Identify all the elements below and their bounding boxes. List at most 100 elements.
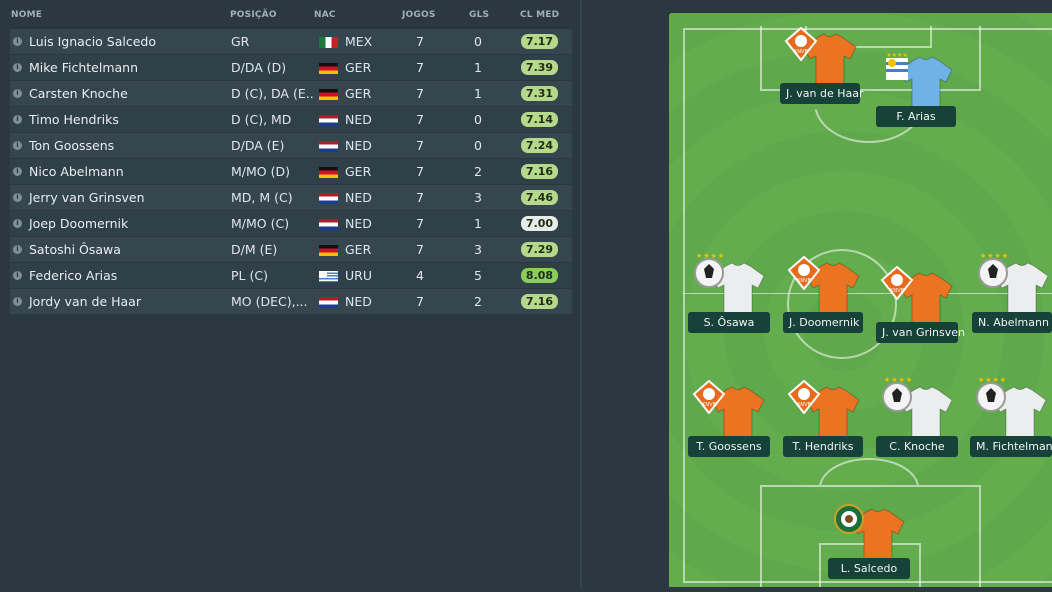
player-position: D (C), DA (E... [231,86,315,101]
pitch-player-name[interactable]: S. Ôsawa [688,312,770,333]
pitch-player-name[interactable]: J. Doomernik [783,312,863,333]
pitch-player[interactable]: ★★★★ M. Fichtelmann [970,376,1052,470]
table-row[interactable]: i Federico Arias PL (C) URU 4 5 8.08 [10,263,572,288]
pitch-player[interactable]: ★★★★ C. Knoche [876,376,966,470]
player-name[interactable]: Jordy van de Haar [29,294,141,309]
svg-text:KNVB: KNVB [797,402,811,408]
column-header-goals[interactable]: GLS [469,10,490,20]
auf-crest-icon: ★★★★ [880,50,914,84]
info-icon[interactable]: i [13,297,22,306]
ger-flag-icon [319,89,338,100]
player-nationality[interactable]: NED [345,112,372,127]
pitch-player-name[interactable]: M. Fichtelmann [970,436,1052,457]
player-name[interactable]: Carsten Knoche [29,86,128,101]
table-row[interactable]: i Nico Abelmann M/MO (D) GER 7 2 7.16 [10,159,572,184]
info-icon[interactable]: i [13,167,22,176]
info-icon[interactable]: i [13,89,22,98]
pitch-player[interactable]: KNVB J. van Grinsven [876,265,966,356]
player-nationality[interactable]: GER [345,164,372,179]
player-name[interactable]: Timo Hendriks [29,112,119,127]
table-row[interactable]: i Ton Goossens D/DA (E) NED 7 0 7.24 [10,133,572,158]
pitch-player[interactable]: L. Salcedo [828,502,918,592]
pitch-player-name[interactable]: F. Arias [876,106,956,127]
info-icon[interactable]: i [13,115,22,124]
star-rating-icon: ★★★★ [980,252,1010,260]
table-row[interactable]: i Carsten Knoche D (C), DA (E... GER 7 1 7.31 [10,81,572,106]
pitch-player[interactable]: KNVB J. Doomernik [783,255,873,346]
player-nationality[interactable]: MEX [345,34,373,49]
player-apps: 7 [416,34,424,49]
info-icon[interactable]: i [13,141,22,150]
player-name[interactable]: Mike Fichtelmann [29,60,139,75]
info-icon[interactable]: i [13,37,22,46]
pitch-player-name[interactable]: N. Abelmann [972,312,1052,333]
player-nationality[interactable]: URU [345,268,372,283]
player-name[interactable]: Satoshi Ôsawa [29,242,121,257]
pitch-player-name[interactable]: T. Goossens [688,436,770,457]
table-row[interactable]: i Joep Doomernik M/MO (C) NED 7 1 7.00 [10,211,572,236]
info-icon[interactable]: i [13,63,22,72]
player-nationality[interactable]: NED [345,138,372,153]
fmf-crest-icon [832,502,866,536]
pitch-player[interactable]: KNVB T. Hendriks [783,379,873,470]
dfb-crest-icon [692,256,726,290]
rating-badge: 7.31 [521,86,558,101]
player-position: M/MO (C) [231,216,290,231]
table-row[interactable]: i Jordy van de Haar MO (DEC),... NED 7 2 7.16 [10,289,572,314]
white-shirt-icon [896,384,956,444]
player-name[interactable]: Joep Doomernik [29,216,129,231]
pitch-player-name[interactable]: T. Hendriks [783,436,863,457]
dfb-crest-icon [974,380,1008,414]
table-row[interactable]: i Timo Hendriks D (C), MD NED 7 0 7.14 [10,107,572,132]
rating-badge: 7.16 [521,294,558,309]
player-nationality[interactable]: NED [345,294,372,309]
ger-flag-icon [319,63,338,74]
player-nationality[interactable]: GER [345,242,372,257]
column-header-name[interactable]: NOME [11,10,43,20]
player-nationality[interactable]: GER [345,86,372,101]
player-name[interactable]: Luis Ignacio Salcedo [29,34,157,49]
pitch-player[interactable]: KNVB T. Goossens [688,379,778,470]
pitch-player[interactable]: KNVB J. van de Haar [780,26,870,117]
penalty-area-top [760,26,981,91]
pitch-player-name[interactable]: J. van Grinsven [876,322,965,343]
pitch-player[interactable]: ★★★★ N. Abelmann [972,252,1052,346]
player-goals: 2 [474,164,482,179]
knvb-crest-icon: KNVB [880,265,914,301]
player-nationality[interactable]: NED [345,190,372,205]
column-header-position[interactable]: POSIÇÃO [230,10,277,20]
player-nationality[interactable]: NED [345,216,372,231]
column-header-avg-rating[interactable]: CL MED [520,10,560,20]
player-goals: 0 [474,138,482,153]
info-icon[interactable]: i [13,193,22,202]
white-shirt-icon [708,260,768,320]
column-header-nationality[interactable]: NAC [314,10,336,20]
pitch-player[interactable]: ★★★★ S. Ôsawa [688,252,778,346]
pitch-player-name[interactable]: L. Salcedo [828,558,910,579]
player-name[interactable]: Jerry van Grinsven [29,190,145,205]
ned-flag-icon [319,219,338,230]
player-position: M/MO (D) [231,164,290,179]
player-name[interactable]: Ton Goossens [29,138,115,153]
player-name[interactable]: Federico Arias [29,268,118,283]
knvb-crest-icon: KNVB [692,379,726,415]
info-icon[interactable]: i [13,245,22,254]
table-row[interactable]: i Luis Ignacio Salcedo GR MEX 7 0 7.17 [10,29,572,54]
pitch-player[interactable]: ★★★★ F. Arias [876,50,966,140]
center-circle [787,249,897,359]
table-row[interactable]: i Jerry van Grinsven MD, M (C) NED 7 3 7.46 [10,185,572,210]
info-icon[interactable]: i [13,219,22,228]
pitch-player-name[interactable]: C. Knoche [876,436,958,457]
star-rating-icon: ★★★★ [978,376,1008,384]
player-nationality[interactable]: GER [345,60,372,75]
player-table: i Luis Ignacio Salcedo GR MEX 7 0 7.17 i Mike Fi… [10,29,572,315]
pitch-player-name[interactable]: J. van de Haar [780,83,863,104]
player-apps: 7 [416,60,424,75]
table-row[interactable]: i Mike Fichtelmann D/DA (D) GER 7 1 7.39 [10,55,572,80]
player-position: D/DA (E) [231,138,285,153]
table-row[interactable]: i Satoshi Ôsawa D/M (E) GER 7 3 7.29 [10,237,572,262]
info-icon[interactable]: i [13,271,22,280]
player-name[interactable]: Nico Abelmann [29,164,124,179]
column-header-apps[interactable]: JOGOS [402,10,436,20]
player-apps: 7 [416,164,424,179]
